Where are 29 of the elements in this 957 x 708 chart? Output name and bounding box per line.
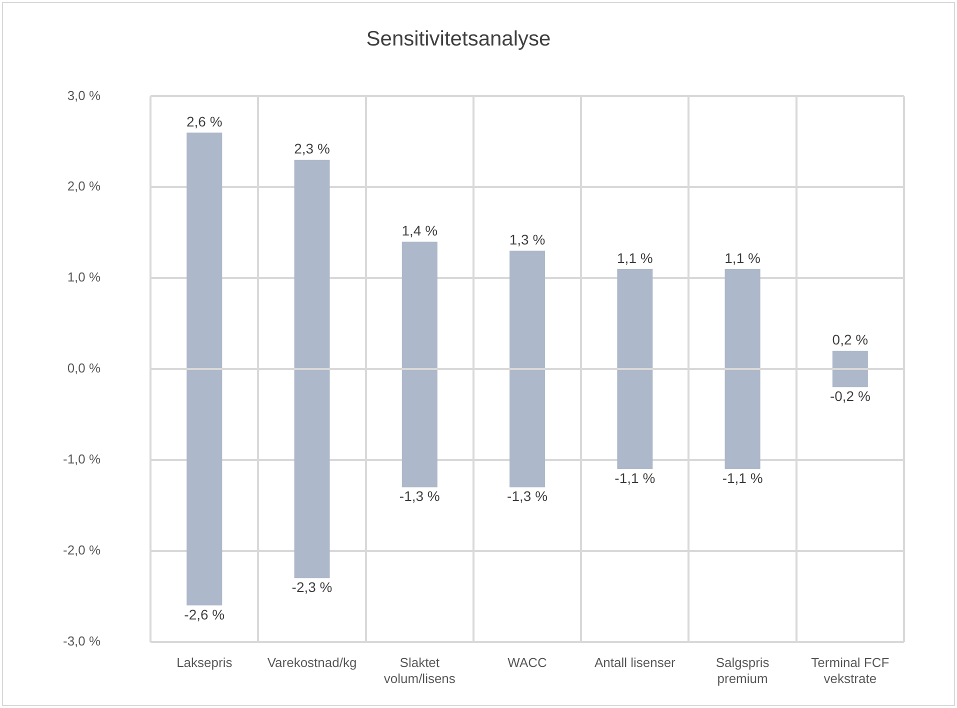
data-label: -1,1 % [614, 470, 656, 486]
x-tick-label: Antall lisenser [594, 655, 676, 670]
data-label: 1,4 % [402, 222, 438, 239]
data-label: 1,1 % [617, 250, 653, 266]
data-label: -1,1 % [722, 470, 763, 486]
x-tick-label: Slaktet volum/lisens [384, 655, 456, 686]
data-label: 2,3 % [294, 140, 330, 157]
y-tick-label: 2,0 % [67, 178, 102, 194]
data-label: -1,3 % [399, 488, 440, 504]
data-label: 1,1 % [724, 250, 760, 266]
data-label: -2,3 % [292, 579, 332, 596]
data-label: 1,3 % [509, 232, 546, 248]
x-tick-label: Salgspris premium [716, 655, 770, 686]
x-tick-label: Terminal FCF vekstrate [811, 655, 890, 686]
y-tick-label: 3,0 % [67, 88, 102, 103]
data-label: 0,2 % [832, 332, 868, 348]
data-label: -0,2 % [830, 388, 870, 404]
data-label: -2,6 % [184, 606, 225, 622]
x-tick-label: Varekostnad/kg [267, 655, 357, 670]
chart-title: Sensitivitetsanalyse [366, 27, 551, 50]
y-tick-label: -1,0 % [62, 452, 102, 467]
data-label: 2,6 % [186, 113, 222, 130]
data-label: -1,3 % [507, 488, 548, 504]
y-tick-label: -3,0 % [62, 633, 102, 648]
y-tick-label: 0,0 % [67, 360, 102, 376]
y-tick-label: 1,0 % [67, 270, 102, 285]
x-tick-label: WACC [508, 655, 547, 670]
y-tick-label: -2,0 % [62, 542, 102, 558]
x-tick-label: Laksepris [176, 655, 233, 670]
